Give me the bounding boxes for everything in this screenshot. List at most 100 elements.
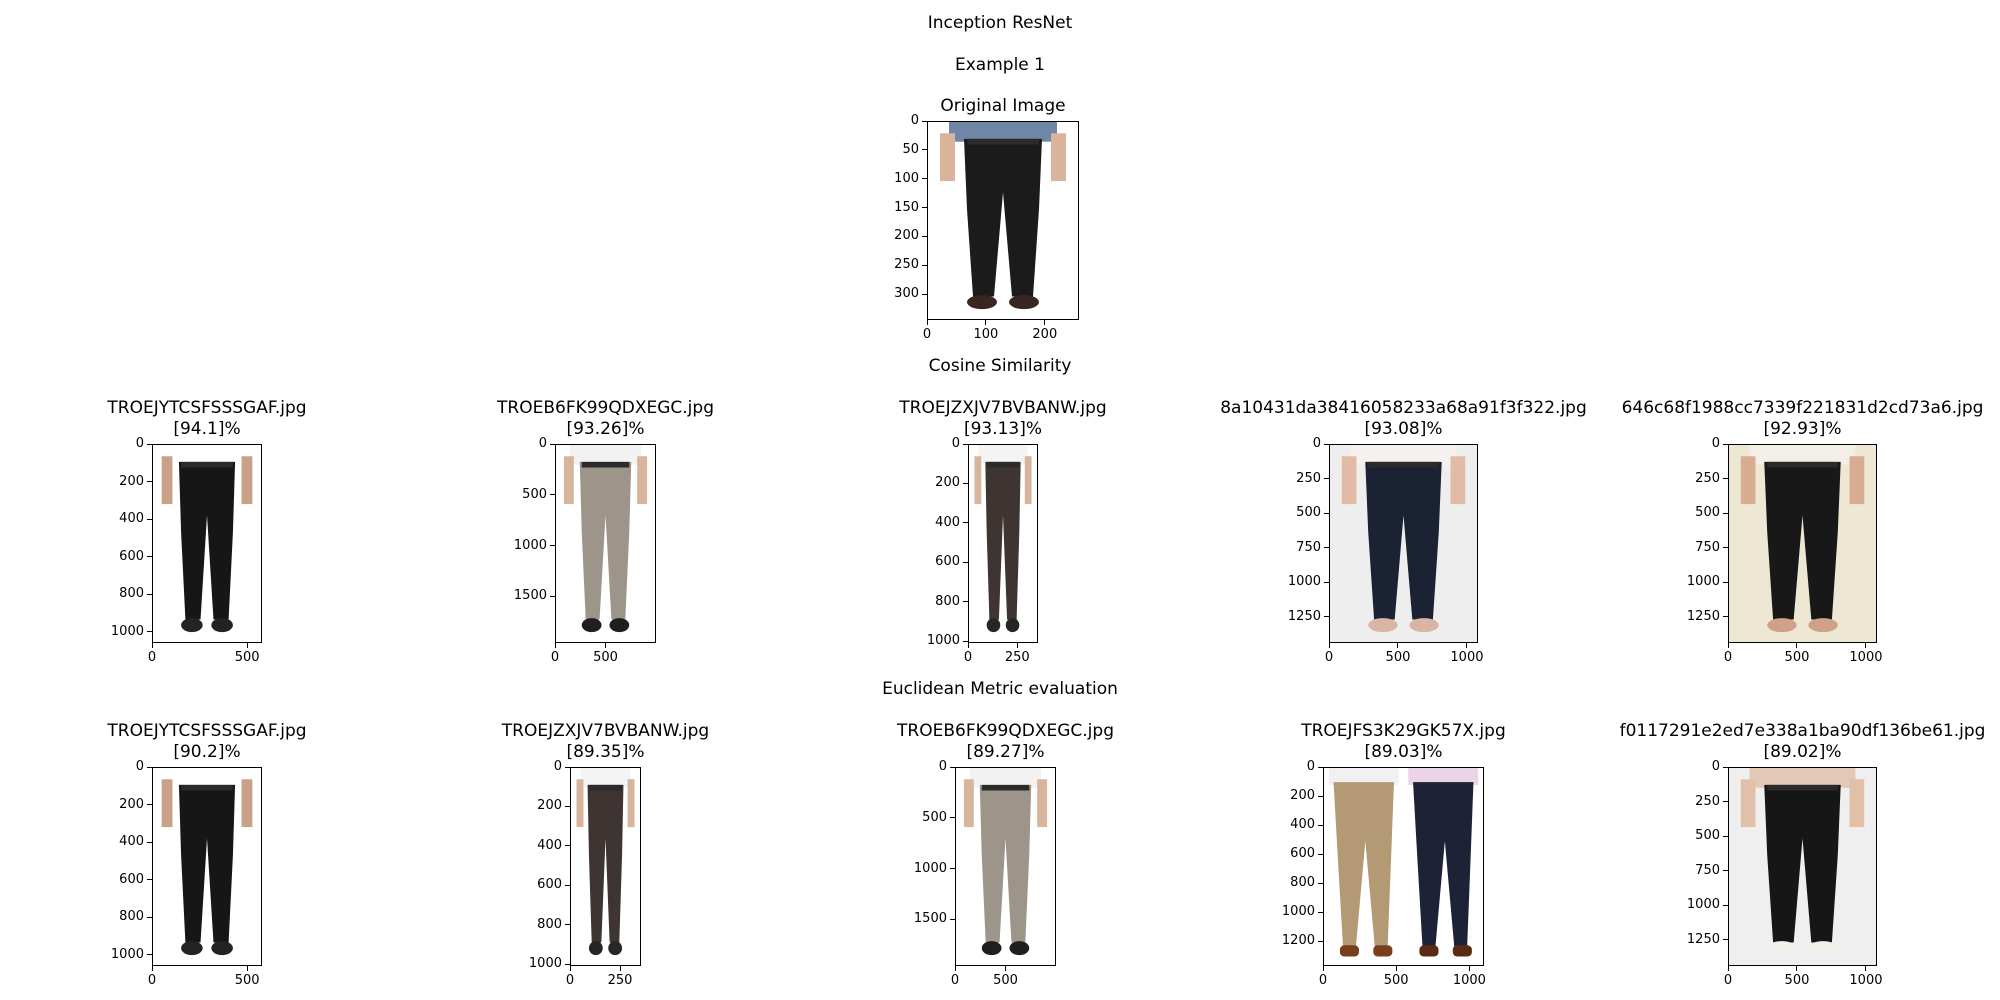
- y-tick-label: 600: [935, 554, 960, 570]
- shoe: [1767, 618, 1797, 633]
- belt: [981, 784, 1030, 791]
- shoe: [1009, 295, 1039, 310]
- shirt: [168, 445, 246, 465]
- y-tick-label: 200: [1290, 788, 1315, 804]
- y-tick: [147, 593, 152, 595]
- y-tick-label: 0: [1312, 436, 1321, 451]
- y-tick: [147, 631, 152, 633]
- shoe: [588, 941, 603, 956]
- image-filename: TROEB6FK99QDXEGC.jpg: [497, 398, 714, 418]
- trousers: [985, 461, 1021, 620]
- shirt: [949, 122, 1057, 142]
- y-tick: [963, 522, 968, 524]
- image-filename: 646c68f1988cc7339f221831d2cd73a6.jpg: [1621, 398, 1984, 418]
- trousers: [587, 784, 624, 943]
- y-tick-label: 1000: [110, 946, 144, 962]
- y-tick-label: 800: [935, 593, 960, 609]
- y-tick: [1723, 904, 1728, 906]
- x-tick: [1328, 643, 1330, 648]
- y-tick: [1723, 801, 1728, 803]
- y-tick: [950, 766, 955, 768]
- x-tick-label: 0: [1318, 973, 1328, 988]
- y-tick: [1723, 581, 1728, 583]
- y-tick-label: 1250: [1686, 608, 1720, 624]
- x-tick-label: 500: [593, 650, 618, 665]
- y-tick-label: 1000: [528, 956, 562, 972]
- y-tick: [922, 235, 927, 237]
- y-tick-label: 750: [1296, 539, 1321, 555]
- similarity-score: [93.08]%: [1364, 419, 1443, 439]
- shoe: [1767, 941, 1797, 956]
- trousers: [979, 784, 1032, 943]
- similarity-score: [94.1]%: [173, 419, 241, 439]
- y-tick: [922, 264, 927, 266]
- y-tick-label: 1500: [913, 911, 947, 927]
- garment-image: [956, 768, 1055, 965]
- y-tick: [1723, 443, 1728, 445]
- y-tick: [1318, 766, 1323, 768]
- x-tick: [926, 320, 928, 325]
- x-tick: [1865, 643, 1867, 648]
- y-tick-label: 1000: [926, 633, 960, 649]
- image-axes: [570, 767, 641, 966]
- shoe: [986, 618, 1001, 633]
- shoe: [1005, 618, 1020, 633]
- y-tick: [147, 443, 152, 445]
- x-tick: [1016, 643, 1018, 648]
- hand: [627, 779, 635, 828]
- y-tick-label: 250: [1695, 470, 1720, 486]
- similarity-score: [93.13]%: [963, 419, 1043, 439]
- hand: [161, 779, 173, 828]
- garment-image: [1729, 445, 1876, 642]
- x-tick: [1796, 643, 1798, 648]
- image-filename: TROEJZXJV7BVBANW.jpg: [501, 721, 710, 741]
- y-tick-label: 0: [538, 436, 547, 451]
- shoe: [1808, 941, 1838, 956]
- x-tick-label: 0: [1723, 650, 1733, 665]
- similarity-score: [89.02]%: [1763, 742, 1842, 762]
- y-tick: [550, 545, 555, 547]
- y-tick: [565, 884, 570, 886]
- y-tick-label: 100: [894, 170, 919, 186]
- panel-title: TROEJFS3K29GK57X.jpg [89.03]%: [1204, 721, 1604, 763]
- x-tick: [619, 966, 621, 971]
- x-tick: [605, 643, 606, 648]
- y-tick-label: 400: [1290, 817, 1315, 833]
- image-axes: [955, 767, 1056, 966]
- trousers: [1333, 782, 1394, 949]
- y-tick: [147, 766, 152, 768]
- panel-title: TROEB6FK99QDXEGC.jpg [93.26]%: [406, 398, 806, 440]
- y-tick-label: 800: [1290, 875, 1315, 891]
- panel-title: 646c68f1988cc7339f221831d2cd73a6.jpg [92.…: [1603, 398, 2000, 440]
- x-tick-label: 0: [565, 973, 575, 988]
- y-tick: [1324, 478, 1329, 480]
- belt: [1767, 461, 1838, 468]
- similarity-score: [92.93]%: [1763, 419, 1842, 439]
- x-tick: [151, 643, 153, 648]
- x-tick-label: 500: [993, 973, 1018, 988]
- y-tick-label: 0: [938, 759, 947, 774]
- x-tick-label: 0: [1324, 650, 1334, 665]
- belt: [581, 461, 630, 468]
- shirt: [580, 768, 631, 788]
- panel-title-text: Original Image: [940, 96, 1066, 116]
- y-tick-label: 1000: [1287, 574, 1321, 590]
- image-axes: [927, 121, 1079, 320]
- y-tick: [550, 595, 555, 597]
- hand: [1037, 779, 1048, 828]
- image-filename: f0117291e2ed7e338a1ba90df136be61.jpg: [1619, 721, 1986, 741]
- y-tick-label: 1000: [513, 537, 547, 553]
- y-tick-label: 500: [1695, 828, 1720, 844]
- image-filename: TROEJYTCSFSSSGAF.jpg: [107, 721, 307, 741]
- y-tick: [147, 518, 152, 520]
- x-tick-label: 500: [1784, 973, 1810, 988]
- y-tick: [963, 482, 968, 484]
- x-tick-label: 1000: [1849, 650, 1883, 665]
- image-axes: [1728, 767, 1877, 966]
- shoe: [1452, 945, 1472, 957]
- x-tick: [1468, 966, 1470, 971]
- shirt: [969, 768, 1042, 788]
- y-tick: [1324, 581, 1329, 583]
- hand: [1849, 456, 1865, 505]
- y-tick: [950, 817, 955, 819]
